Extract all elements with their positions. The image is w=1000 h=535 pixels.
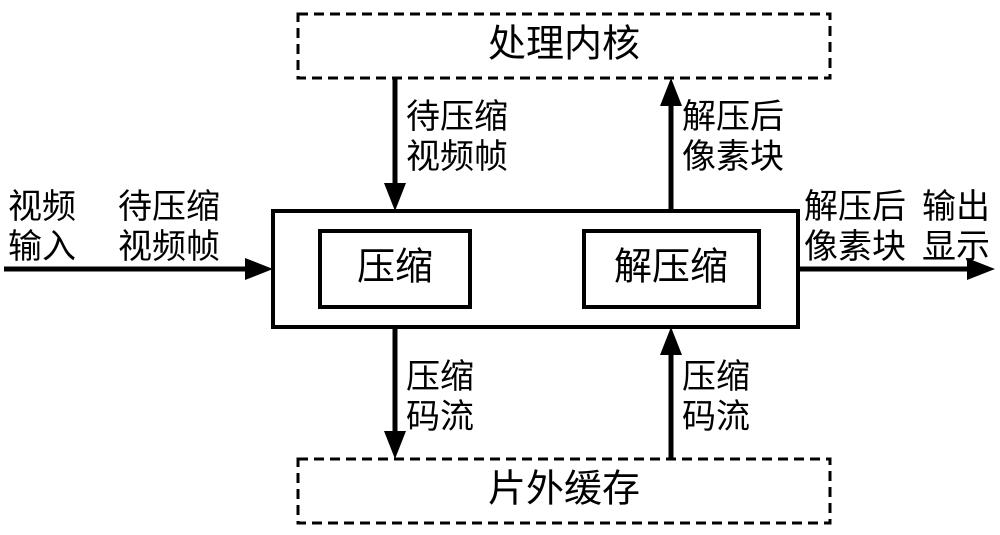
arrow-core-to-compress [384,78,406,211]
decompress-label: 解压缩 [614,247,728,289]
label-output-display-l1: 输出 [922,188,990,226]
label-bitstream-down-l1: 压缩 [406,358,474,396]
label-bitstream-down-l2: 码流 [406,398,474,436]
label-decoded-block-right-l2: 像素块 [804,228,906,266]
arrow-cache-to-decompress [660,327,682,459]
label-bitstream-up-l1: 压缩 [682,358,750,396]
label-pending-frame-top-l1: 待压缩 [406,98,508,136]
off-chip-cache-label: 片外缓存 [488,469,640,511]
label-bitstream-up-l2: 码流 [682,398,750,436]
compress-label: 压缩 [357,247,433,289]
label-video-input-l2: 输入 [8,228,76,266]
label-decoded-block-top-l2: 像素块 [682,138,784,176]
label-pending-frame-top-l2: 视频帧 [406,138,508,176]
processing-core-label: 处理内核 [488,24,640,66]
label-decoded-block-right-l1: 解压后 [804,188,906,226]
label-decoded-block-top-l1: 解压后 [682,98,784,136]
label-output-display-l2: 显示 [922,229,990,266]
label-pending-frame-left-l1: 待压缩 [118,188,220,226]
label-pending-frame-left-l2: 视频帧 [118,228,220,266]
arrow-decompress-to-core [660,78,682,211]
arrow-compress-to-cache [384,327,406,459]
label-video-input-l1: 视频 [8,188,76,226]
